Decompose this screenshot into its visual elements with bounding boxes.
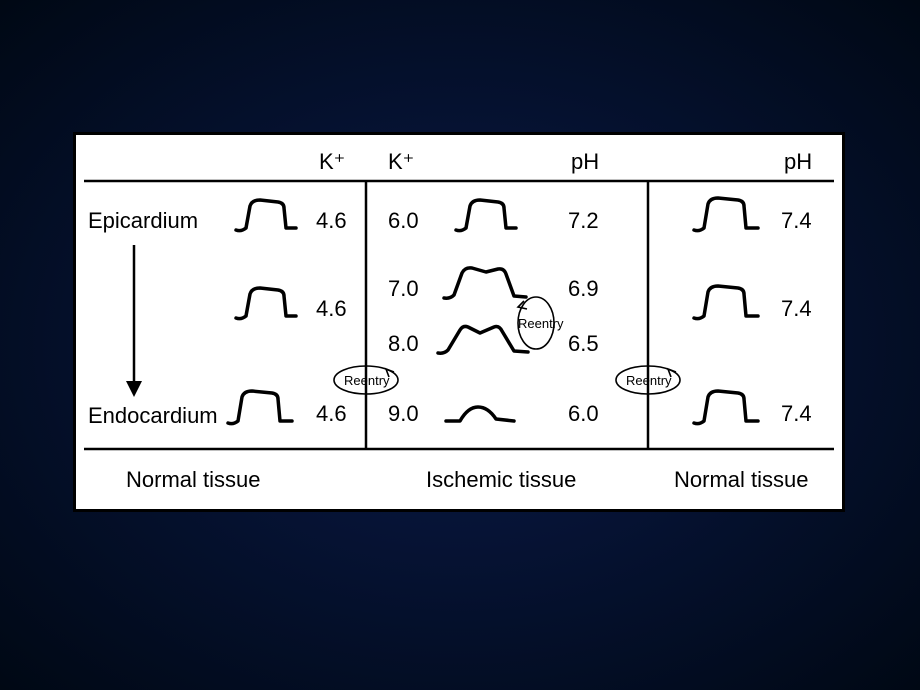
- svg-text:Reentry: Reentry: [344, 373, 390, 388]
- wave-center-4: [446, 407, 514, 421]
- bottom-label-center: Ischemic tissue: [426, 467, 576, 492]
- ph-center-3: 6.5: [568, 331, 599, 356]
- k-left-1: 4.6: [316, 208, 347, 233]
- wave-center-1: [456, 200, 516, 231]
- wave-left-2: [236, 288, 296, 319]
- label-epicardium: Epicardium: [88, 208, 198, 233]
- header-k2: K⁺: [388, 149, 414, 174]
- wave-right-2: [694, 286, 758, 319]
- wave-right-1: [694, 198, 758, 231]
- bottom-label-right: Normal tissue: [674, 467, 808, 492]
- header-ph2: pH: [784, 149, 812, 174]
- ph-center-2: 6.9: [568, 276, 599, 301]
- label-endocardium: Endocardium: [88, 403, 218, 428]
- ph-right-2: 7.4: [781, 296, 812, 321]
- ph-center-4: 6.0: [568, 401, 599, 426]
- wave-left-1: [236, 200, 296, 231]
- k-center-4: 9.0: [388, 401, 419, 426]
- header-k1: K⁺: [319, 149, 345, 174]
- depth-arrow: [126, 245, 142, 397]
- wave-center-2: [444, 268, 526, 298]
- k-left-2: 4.6: [316, 296, 347, 321]
- diagram-panel: K⁺ K⁺ pH pH Epicardium Endocardium 4.6 4…: [73, 132, 845, 512]
- ph-center-1: 7.2: [568, 208, 599, 233]
- reentry-center: Reentry: [518, 297, 564, 349]
- k-center-3: 8.0: [388, 331, 419, 356]
- k-center-1: 6.0: [388, 208, 419, 233]
- wave-left-3: [228, 391, 292, 424]
- ph-right-1: 7.4: [781, 208, 812, 233]
- ph-right-3: 7.4: [781, 401, 812, 426]
- k-center-2: 7.0: [388, 276, 419, 301]
- svg-text:Reentry: Reentry: [518, 316, 564, 331]
- svg-text:Reentry: Reentry: [626, 373, 672, 388]
- wave-right-3: [694, 391, 758, 424]
- bottom-label-left: Normal tissue: [126, 467, 260, 492]
- wave-center-3: [438, 326, 528, 353]
- k-left-3: 4.6: [316, 401, 347, 426]
- diagram-svg: K⁺ K⁺ pH pH Epicardium Endocardium 4.6 4…: [76, 135, 842, 509]
- header-ph1: pH: [571, 149, 599, 174]
